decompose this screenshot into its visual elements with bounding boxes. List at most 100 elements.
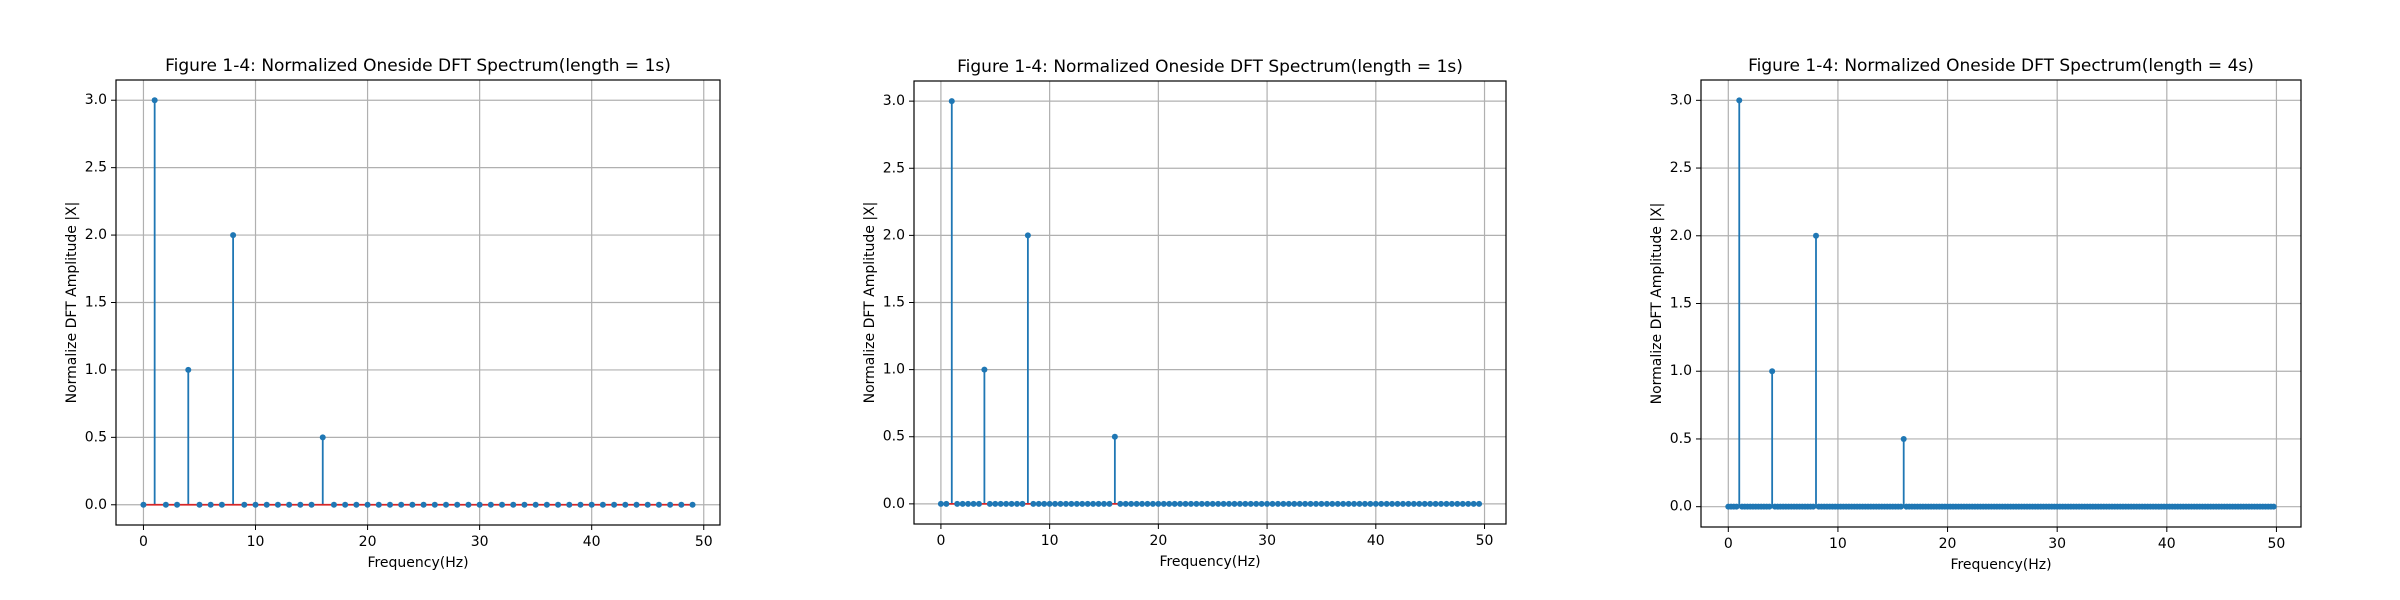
x-tick-label: 10 xyxy=(1829,536,1847,552)
stem-marker xyxy=(1215,500,1222,507)
stem-marker xyxy=(1057,500,1064,507)
stem-marker xyxy=(1155,500,1162,507)
stem-marker xyxy=(1470,500,1477,507)
y-tick-label: 1.5 xyxy=(883,295,905,311)
stem-marker xyxy=(1733,503,1740,510)
stem-marker xyxy=(297,501,304,508)
stem-marker xyxy=(1334,500,1341,507)
stem-marker xyxy=(230,232,237,239)
stem-marker xyxy=(476,501,483,508)
subplot: 0 10 20 30 40 50 0.0 0.5 1.0 1.5 2.0 2.5 3.0 Figure 1… xyxy=(862,57,1507,570)
x-tick-label: 0 xyxy=(936,533,945,549)
stem-marker xyxy=(1378,500,1385,507)
stem-marker xyxy=(532,501,539,508)
stem-marker xyxy=(1003,500,1010,507)
x-tick-label: 10 xyxy=(247,534,265,550)
stem-marker xyxy=(1095,500,1102,507)
stem-marker xyxy=(1367,500,1374,507)
y-tick-label: 2.0 xyxy=(85,227,107,243)
stem-marker xyxy=(965,500,972,507)
stem-marker xyxy=(1302,500,1309,507)
stem-marker xyxy=(1318,500,1325,507)
y-tick-label: 3.0 xyxy=(883,93,905,109)
stem-marker xyxy=(1122,500,1129,507)
stem-marker xyxy=(1128,500,1135,507)
stem-marker xyxy=(1454,500,1461,507)
y-tick-label: 2.0 xyxy=(883,227,905,243)
plot-frame xyxy=(115,79,721,526)
stem-marker xyxy=(174,501,181,508)
stem-marker xyxy=(655,501,662,508)
stem-marker xyxy=(1117,500,1124,507)
stem-marker xyxy=(943,500,950,507)
stem-marker xyxy=(1242,500,1249,507)
plot-frame xyxy=(913,80,1507,525)
y-tick-label: 1.5 xyxy=(1670,296,1692,312)
stem-marker xyxy=(443,501,450,508)
x-axis-label: Frequency(Hz) xyxy=(1950,557,2051,573)
stem-marker xyxy=(2270,503,2277,510)
x-tick-label: 30 xyxy=(2048,536,2066,552)
y-tick-label: 2.0 xyxy=(1670,228,1692,244)
stem-marker xyxy=(1236,500,1243,507)
stem-marker xyxy=(1399,500,1406,507)
y-tick-label: 0.5 xyxy=(85,429,107,445)
stem-marker xyxy=(1394,500,1401,507)
y-tick-label: 3.0 xyxy=(1670,92,1692,108)
stem-marker xyxy=(992,500,999,507)
stem-marker xyxy=(975,500,982,507)
stem-marker xyxy=(218,501,225,508)
stem-marker xyxy=(1443,500,1450,507)
stem-marker xyxy=(151,97,158,104)
y-tick-label: 0.0 xyxy=(883,496,905,512)
stem-marker xyxy=(1329,500,1336,507)
y-tick-label: 0.0 xyxy=(85,497,107,513)
stem-marker xyxy=(1736,97,1743,104)
stem-marker xyxy=(353,501,360,508)
plot-frame xyxy=(1700,79,2302,528)
stem-marker xyxy=(1100,500,1107,507)
y-tick-label: 2.5 xyxy=(1670,160,1692,176)
x-tick-label: 20 xyxy=(1939,536,1957,552)
stem-marker xyxy=(499,501,506,508)
stem-marker xyxy=(555,501,562,508)
stem-marker xyxy=(286,501,293,508)
stem-marker xyxy=(644,501,651,508)
x-tick-label: 40 xyxy=(583,534,601,550)
stem-marker xyxy=(1106,500,1113,507)
stem-marker xyxy=(937,500,944,507)
y-tick-label: 1.0 xyxy=(1670,363,1692,379)
stem-marker xyxy=(207,501,214,508)
y-tick-label: 0.5 xyxy=(1670,431,1692,447)
stem-marker xyxy=(196,501,203,508)
stem-marker xyxy=(1008,500,1015,507)
x-axis-label: Frequency(Hz) xyxy=(367,555,468,571)
stem-marker xyxy=(1769,368,1776,375)
stem-marker xyxy=(611,501,618,508)
stem-marker xyxy=(1383,500,1390,507)
stem-marker xyxy=(1313,500,1320,507)
stem-marker xyxy=(398,501,405,508)
stem-marker xyxy=(1296,500,1303,507)
stem-marker xyxy=(375,501,382,508)
x-tick-label: 50 xyxy=(2268,536,2286,552)
stem-marker xyxy=(1035,500,1042,507)
y-axis-label: Normalize DFT Amplitude |X| xyxy=(1649,203,1665,405)
stem-marker xyxy=(1432,500,1439,507)
stem-marker xyxy=(1438,500,1445,507)
stem-marker xyxy=(1285,500,1292,507)
stem-marker xyxy=(1084,500,1091,507)
x-tick-label: 0 xyxy=(1724,536,1733,552)
x-tick-label: 40 xyxy=(1367,533,1385,549)
chart-title: Figure 1-4: Normalized Oneside DFT Spect… xyxy=(1748,56,2254,76)
stem-marker xyxy=(386,501,393,508)
stem-marker xyxy=(1068,500,1075,507)
stem-marker xyxy=(543,501,550,508)
stem-marker xyxy=(1307,500,1314,507)
y-tick-label: 0.5 xyxy=(883,429,905,445)
stem-marker xyxy=(599,501,606,508)
stem-marker xyxy=(1416,500,1423,507)
stem-marker xyxy=(1041,500,1048,507)
y-axis-label: Normalize DFT Amplitude |X| xyxy=(862,202,878,404)
stem-marker xyxy=(1264,500,1271,507)
